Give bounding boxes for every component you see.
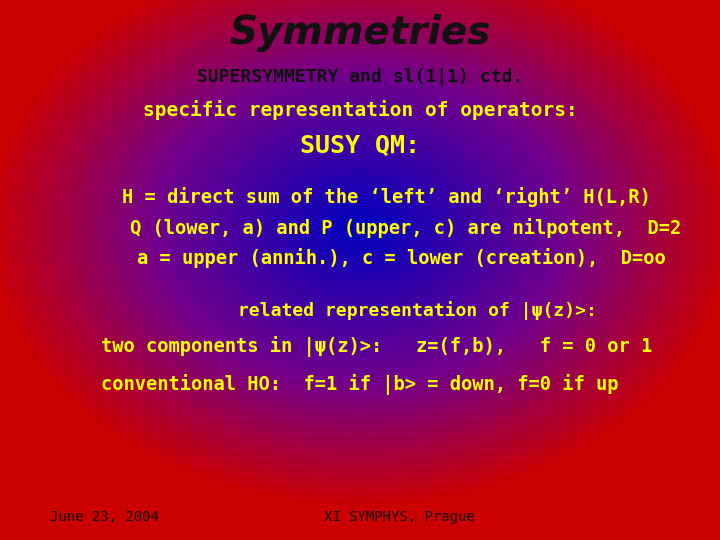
Text: SUPERSYMMETRY and sl(1|1) ctd.: SUPERSYMMETRY and sl(1|1) ctd. [197, 68, 523, 85]
Text: H = direct sum of the ‘left’ and ‘right’ H(L,R): H = direct sum of the ‘left’ and ‘right’… [122, 187, 651, 207]
Text: related representation of |ψ(z)>:: related representation of |ψ(z)>: [238, 301, 596, 320]
Text: Q (lower, a) and P (upper, c) are nilpotent,  D=2: Q (lower, a) and P (upper, c) are nilpot… [130, 218, 681, 238]
Text: specific representation of operators:: specific representation of operators: [143, 100, 577, 120]
Text: June 23, 2004: June 23, 2004 [50, 510, 159, 524]
Text: Symmetries: Symmetries [229, 14, 491, 51]
Text: conventional HO:  f=1 if |b> = down, f=0 if up: conventional HO: f=1 if |b> = down, f=0 … [101, 374, 618, 395]
Text: a = upper (annih.), c = lower (creation),  D=oo: a = upper (annih.), c = lower (creation)… [137, 248, 665, 268]
Text: SUSY QM:: SUSY QM: [300, 134, 420, 158]
Text: XI SYMPHYS, Prague: XI SYMPHYS, Prague [324, 510, 474, 524]
Text: two components in |ψ(z)>:   z=(f,b),   f = 0 or 1: two components in |ψ(z)>: z=(f,b), f = 0… [101, 336, 652, 357]
